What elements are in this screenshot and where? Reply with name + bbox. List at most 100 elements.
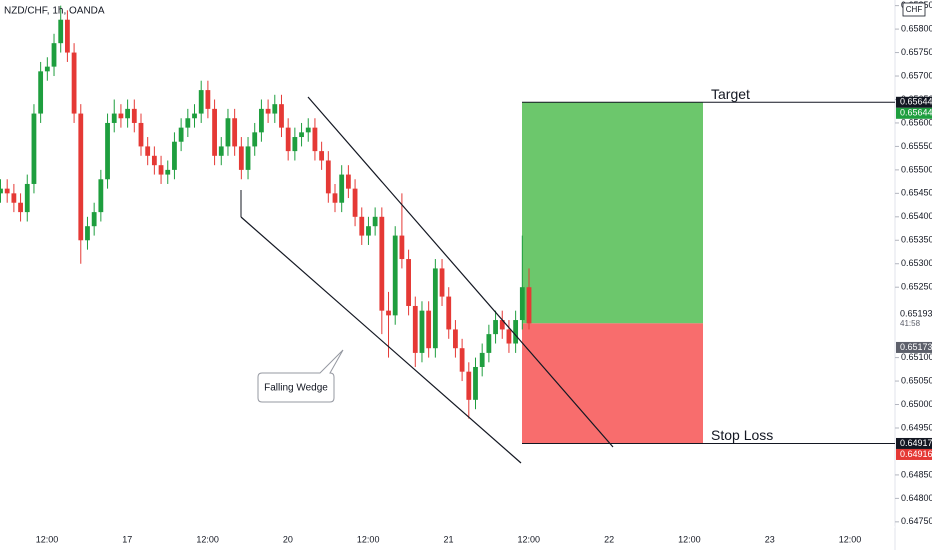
candle-body xyxy=(158,165,164,175)
candle-body xyxy=(486,334,492,353)
candle-body xyxy=(459,348,465,372)
wedge xyxy=(240,96,614,464)
candle-body xyxy=(4,188,10,194)
price-tag xyxy=(896,96,932,108)
candle-body xyxy=(473,366,478,400)
candle-body xyxy=(245,146,251,170)
currency: CHF xyxy=(906,5,923,14)
candle-body xyxy=(24,183,30,213)
price-tag-label: 0.65173 xyxy=(900,342,932,352)
candle-body xyxy=(252,132,258,147)
candle-body xyxy=(185,118,191,128)
candle-body xyxy=(98,179,104,213)
candle-body xyxy=(118,113,124,119)
candle-body xyxy=(31,113,37,184)
annotation: Falling Wedge xyxy=(264,383,328,394)
price-tag-label: 0.64916 xyxy=(900,449,932,459)
candle-body xyxy=(526,287,532,324)
y-tick-label: 0.65250 xyxy=(901,282,932,292)
candle-body xyxy=(506,329,512,344)
candle-body xyxy=(439,268,445,297)
y-tick-label: 0.64850 xyxy=(901,469,932,479)
position-tool: Target Stop Loss xyxy=(522,86,895,444)
y-tick-label: 0.65500 xyxy=(901,164,932,174)
price-tag-label: 0.64917 xyxy=(900,438,932,448)
candle-body xyxy=(345,174,351,189)
candle-body xyxy=(432,268,438,349)
target-zone xyxy=(522,102,703,324)
x-tick-label: 12:00 xyxy=(357,534,380,544)
candle-body xyxy=(319,151,325,161)
candle-body xyxy=(292,137,298,152)
candle-body xyxy=(412,305,418,353)
candle-body xyxy=(426,310,432,349)
x-tick-label: 12:00 xyxy=(36,534,59,544)
x-tick-label: 12:00 xyxy=(196,534,219,544)
y-tick-label: 0.65050 xyxy=(901,375,932,385)
price-tag-label: 0.65644 xyxy=(900,108,932,118)
candle-body xyxy=(145,146,151,156)
x-tick-label: 12:00 xyxy=(678,534,701,544)
price-axis: 0.658500.658000.657500.657000.656500.656… xyxy=(895,0,932,526)
x-tick-label: 23 xyxy=(765,534,775,544)
candle-body xyxy=(18,202,23,213)
y-tick-label: 0.65300 xyxy=(901,258,932,268)
y-tick-label: 0.65600 xyxy=(901,117,932,127)
price-tag xyxy=(896,107,932,119)
candle-body xyxy=(352,188,358,217)
candle-body xyxy=(198,90,204,114)
candle-body xyxy=(44,66,50,72)
y-tick-label: 0.64750 xyxy=(901,516,932,526)
candle-body xyxy=(51,43,57,67)
candle-body xyxy=(225,118,231,147)
currency-box xyxy=(902,2,926,17)
candle-body xyxy=(218,146,224,156)
wedge-lower xyxy=(240,216,522,464)
x-tick-label: 21 xyxy=(443,534,453,544)
y-tick-label: 0.65350 xyxy=(901,235,932,245)
candle-body xyxy=(332,193,338,203)
candle-body xyxy=(279,104,284,128)
candle-body xyxy=(499,320,505,330)
candle-body xyxy=(205,90,211,109)
candle-body xyxy=(366,226,371,236)
candle-body xyxy=(238,146,244,170)
stop-label: Stop Loss xyxy=(711,427,773,443)
price-tag xyxy=(896,437,932,449)
candle-body xyxy=(111,113,117,123)
candle-body xyxy=(71,52,77,114)
chart-title: NZD/CHF, 1h, OANDA xyxy=(4,6,105,17)
candle-body xyxy=(399,235,405,260)
candle-body xyxy=(392,235,398,316)
candle-body xyxy=(91,212,97,227)
countdown: 41:58 xyxy=(900,319,921,328)
candle-body xyxy=(325,160,331,194)
candle-body xyxy=(379,216,385,311)
candle-body xyxy=(131,108,137,123)
y-tick-label: 0.65550 xyxy=(901,141,932,151)
candle-body xyxy=(192,113,197,119)
candle-body xyxy=(406,259,411,306)
candle-body xyxy=(138,122,144,147)
candle-body xyxy=(0,188,3,194)
y-tick-label: 0.65750 xyxy=(901,47,932,57)
wedge-upper xyxy=(307,96,614,448)
candle-body xyxy=(272,104,278,114)
price-tag xyxy=(896,448,932,460)
candle-body xyxy=(453,329,458,349)
x-tick-label: 22 xyxy=(604,534,614,544)
y-tick-label: 0.65450 xyxy=(901,188,932,198)
candle-body xyxy=(519,287,525,321)
candle-body xyxy=(11,193,17,203)
x-tick-label: 12:00 xyxy=(839,534,862,544)
candle-body xyxy=(58,19,64,44)
candle-body xyxy=(165,169,171,175)
candle-body xyxy=(339,174,345,203)
y-tick-label: 0.64800 xyxy=(901,493,932,503)
candle-body xyxy=(285,127,291,152)
y-tick-label: 0.65100 xyxy=(901,352,932,362)
candle-body xyxy=(419,310,425,353)
x-tick-label: 20 xyxy=(283,534,293,544)
